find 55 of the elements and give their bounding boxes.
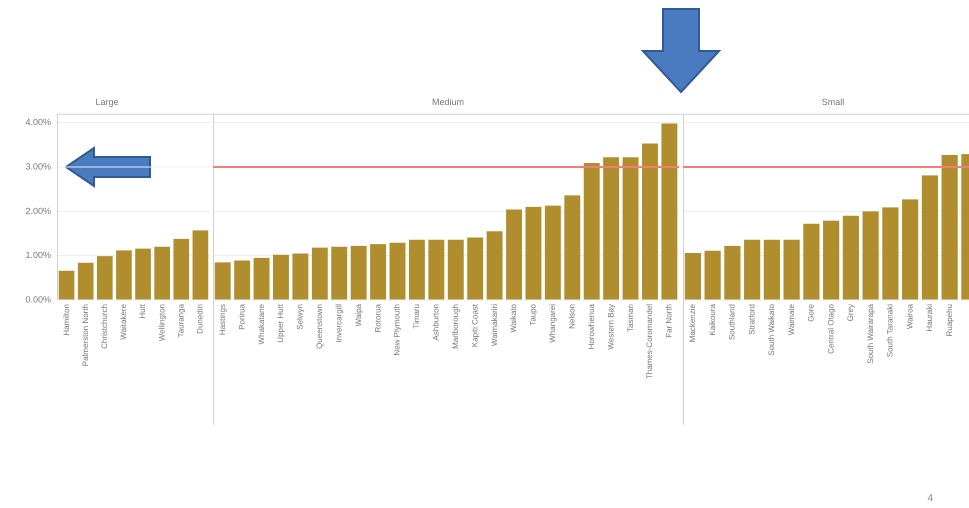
x-tick-label: Wairoa: [905, 303, 914, 330]
x-tick-label: Tauranga: [176, 303, 186, 338]
x-tick-label: Waimate: [786, 303, 796, 336]
x-tick-label: South Waikato: [767, 303, 776, 356]
x-tick-label: Whangarei: [548, 304, 558, 343]
y-tick-label: 2.00%: [25, 206, 51, 216]
x-tick-label: Waikato: [509, 303, 518, 333]
y-tick-label: 1.00%: [25, 250, 51, 260]
x-tick-label: Queenstown: [315, 304, 324, 349]
x-tick-label: Palmerston North: [80, 304, 90, 366]
x-tick-label: South Taranaki: [886, 304, 895, 358]
x-tick-label: Hamilton: [62, 304, 71, 336]
x-tick-label: Timaru: [412, 304, 422, 329]
text: 4: [927, 493, 933, 504]
x-tick-label: Southland: [728, 304, 737, 340]
x-tick-label: Wellington: [157, 304, 166, 342]
chart-title: Large: [95, 96, 119, 107]
x-tick-label: Christchurch: [100, 304, 110, 349]
x-tick-label: Horowhenua: [586, 303, 596, 350]
x-tick-label: Dunedin: [196, 304, 205, 334]
y-tick-label: 3.00%: [25, 161, 51, 172]
x-tick-label: Kapiti Coast: [470, 303, 480, 348]
x-tick-label: Waitakere: [119, 303, 128, 340]
x-tick-label: New Plymouth: [392, 304, 402, 356]
x-tick-label: Hauraki: [925, 304, 934, 332]
x-tick-label: Stratford: [747, 304, 756, 335]
x-tick-label: Mackenzie: [688, 303, 698, 342]
x-tick-label: Invercargill: [334, 304, 344, 343]
y-tick-label: 0.00%: [25, 294, 51, 304]
x-tick-label: Kaikoura: [708, 303, 717, 336]
x-tick-label: Grey: [846, 304, 856, 322]
x-tick-label: Marlborough: [450, 304, 460, 349]
x-tick-label: Waipa: [354, 303, 363, 326]
x-tick-label: Gore: [806, 303, 816, 322]
chart-title: Small: [822, 96, 844, 107]
y-tick-label: 4.00%: [25, 117, 51, 128]
x-tick-label: Selwyn: [296, 304, 305, 330]
x-tick-label: Central Otago: [826, 303, 836, 354]
x-tick-label: Upper Hutt: [276, 303, 286, 343]
x-tick-label: Whakatane: [256, 303, 266, 344]
x-tick-label: Rotorua: [373, 303, 382, 332]
x-tick-label: Waimakariri: [490, 304, 499, 346]
x-tick-label: Ruapehu: [944, 304, 954, 336]
x-tick-label: Ashburton: [432, 304, 441, 340]
x-tick-label: Tasman: [626, 304, 635, 332]
x-tick-label: Porirua: [237, 303, 246, 330]
x-tick-label: South Wairarapa: [866, 303, 875, 364]
x-tick-label: Far North: [664, 304, 674, 338]
chart-title: Medium: [432, 96, 464, 107]
x-tick-label: Hutt: [138, 303, 148, 319]
x-tick-label: Taupo: [528, 303, 538, 326]
x-tick-label: Western Bay: [606, 304, 616, 350]
x-tick-label: Hastings: [218, 304, 227, 336]
x-tick-label: Nelson: [567, 304, 576, 329]
x-tick-label: Thames-Coromandel: [645, 304, 654, 380]
